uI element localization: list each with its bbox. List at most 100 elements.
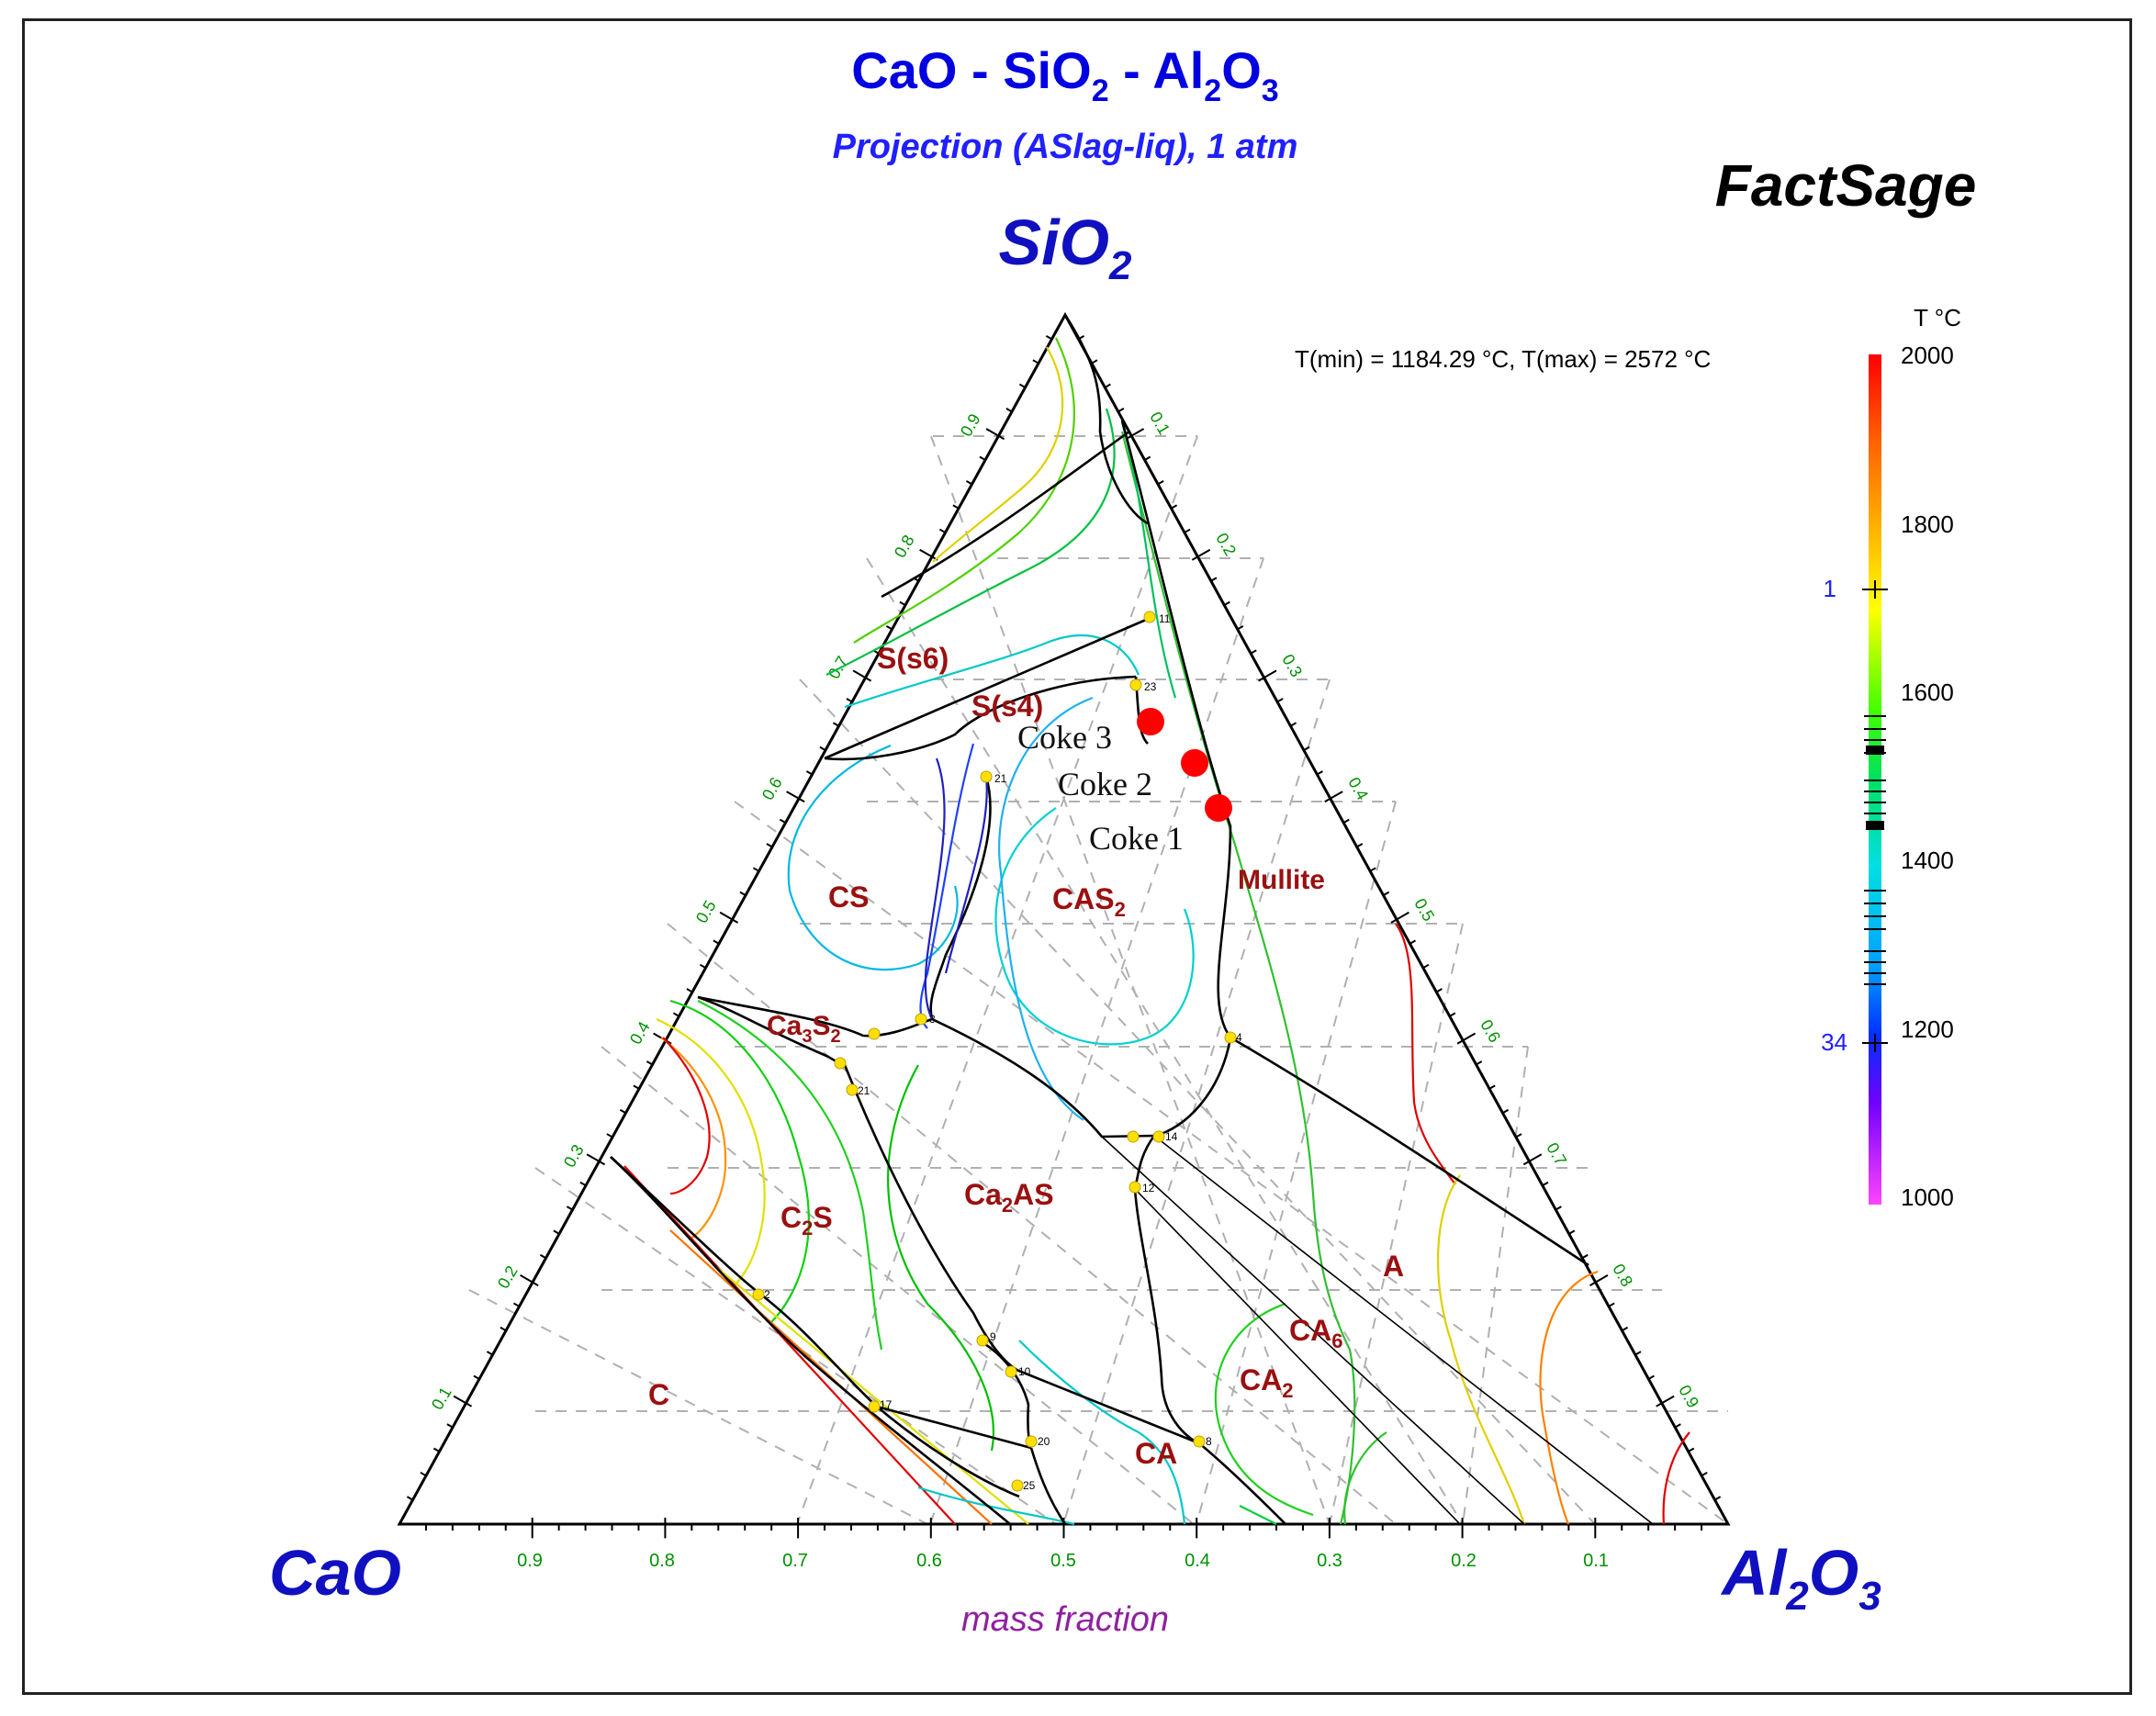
right-tick-label: 0.6: [1477, 1016, 1504, 1046]
tick-mark: [1184, 528, 1191, 533]
vertex-label-al2o3: Al2O3: [1720, 1537, 1881, 1619]
tick-mark: [1237, 625, 1244, 631]
tick-mark: [965, 480, 972, 486]
invariant-point: [752, 1288, 765, 1301]
tick-mark: [646, 1060, 653, 1066]
right-tick-label: 0.9: [1675, 1382, 1702, 1411]
tick-mark: [686, 988, 693, 993]
tick-mark: [453, 1395, 466, 1405]
colorbar-tick-label: 1200: [1901, 1015, 1954, 1043]
isotherm-orange-c2s: [660, 1037, 727, 1240]
vertex-label-sio2: SiO2: [998, 207, 1132, 288]
tick-mark: [766, 843, 773, 848]
bottom-tick-label: 0.8: [649, 1551, 675, 1571]
right-tick-label: 0.1: [1146, 409, 1173, 438]
isotherm-red-c2s: [662, 1037, 711, 1195]
tick-mark: [566, 1206, 573, 1211]
invariant-point: [1011, 1479, 1024, 1492]
vertex-label-cao: CaO: [269, 1537, 401, 1609]
tick-mark: [1409, 939, 1417, 945]
tick-mark: [1701, 1471, 1708, 1477]
tick-mark: [1018, 383, 1026, 388]
isotherm-green-a: [1343, 1431, 1387, 1525]
tick-mark: [1555, 1206, 1562, 1211]
invariant-point: [1025, 1435, 1038, 1448]
boundary-s4: [824, 675, 1137, 761]
left-tick-label: 0.2: [494, 1262, 522, 1292]
boundary-s6-s4: [824, 615, 1153, 760]
boundary-cas2-mullite-low: [1153, 1037, 1232, 1138]
tick-mark: [1542, 1181, 1549, 1187]
figure-frame: [22, 18, 2132, 1695]
tick-mark: [532, 1281, 539, 1286]
tick-mark: [1342, 818, 1350, 824]
invariant-point: [1129, 679, 1142, 691]
point-label: 12: [1142, 1182, 1155, 1194]
tick-mark: [520, 1274, 533, 1284]
tick-mark: [1476, 1060, 1483, 1066]
tick-mark: [899, 600, 906, 606]
tick-mark: [1595, 1274, 1609, 1284]
tick-mark: [713, 939, 720, 945]
tick-mark: [1091, 359, 1098, 365]
isotherm-orange-a: [1539, 1270, 1599, 1525]
right-tick-label: 0.5: [1410, 895, 1438, 925]
point-label: 14: [1165, 1130, 1178, 1143]
bottom-tick-label: 0.3: [1317, 1551, 1342, 1571]
phase-region-labels: S(s6) S(s4) CS CAS2 Mullite Ca3S2 C2S Ca…: [648, 642, 1404, 1470]
point-label: 9: [990, 1330, 996, 1343]
right-tick-label: 0.7: [1543, 1139, 1570, 1169]
point-label: 10: [1018, 1365, 1031, 1378]
tick-mark: [1568, 1229, 1576, 1235]
isotherm-green-c2s1: [669, 999, 810, 1323]
invariant-point: [915, 1013, 927, 1026]
tick-mark: [1674, 1423, 1681, 1429]
boundary-ca-left: [876, 1405, 1032, 1450]
right-tick-label: 0.8: [1609, 1261, 1636, 1290]
tick-mark: [699, 963, 706, 970]
tick-mark: [500, 1326, 507, 1332]
region-label-ca: CA: [1135, 1437, 1177, 1470]
tie-lines: [1101, 1135, 1654, 1525]
boundary-ca-ca2as-low: [980, 1340, 1033, 1450]
boundary-c-ca: [876, 1406, 1020, 1498]
tick-mark: [553, 1229, 560, 1235]
boundary-ca2as-ca: [1133, 1188, 1200, 1445]
region-label-ca6: CA6: [1289, 1314, 1342, 1352]
invariant-point: [976, 1334, 989, 1347]
left-tick-label: 0.1: [428, 1384, 455, 1413]
isotherm-green-ca: [1239, 1505, 1277, 1525]
tick-mark: [865, 677, 872, 682]
region-label-cs: CS: [828, 880, 869, 914]
coke-1-label: Coke 1: [1089, 820, 1184, 857]
region-label-cas2: CAS2: [1052, 882, 1126, 921]
tick-mark: [1383, 891, 1390, 897]
isotherm-yellow-sio2: [932, 346, 1064, 563]
tmin-tmax-readout: T(min) = 1184.29 °C, T(max) = 2572 °C: [1295, 345, 1711, 373]
tick-mark: [486, 1351, 493, 1356]
tick-mark: [1647, 1374, 1655, 1380]
point-label: 2: [764, 1288, 770, 1301]
tick-mark: [798, 797, 805, 803]
tick-mark: [1171, 504, 1178, 510]
tick-mark: [1303, 746, 1310, 751]
region-label-s4: S(s4): [971, 690, 1043, 723]
boundary-c: [610, 1156, 1011, 1525]
tick-mark: [1714, 1496, 1722, 1501]
tick-mark: [938, 528, 946, 533]
tick-mark: [1396, 911, 1409, 921]
tick-mark: [752, 867, 759, 872]
region-label-c: C: [648, 1378, 669, 1411]
invariant-point: [1143, 611, 1156, 623]
tick-mark: [1581, 1253, 1589, 1260]
ternary-triangle: [397, 311, 1731, 1526]
colorbar-tick-label: 2000: [1901, 342, 1954, 369]
tick-mark: [786, 791, 800, 800]
tick-mark: [1196, 548, 1211, 558]
tick-mark: [1117, 407, 1125, 413]
invariant-point-labels: 11 23 21 3 14 4 21 2 12 9 10 17 20 25 8: [764, 612, 1242, 1492]
boundary-cs-cas2: [929, 776, 992, 1020]
tick-mark: [619, 1108, 626, 1115]
invariant-point: [1224, 1031, 1237, 1044]
isotherm-cyan-cs: [787, 744, 959, 971]
